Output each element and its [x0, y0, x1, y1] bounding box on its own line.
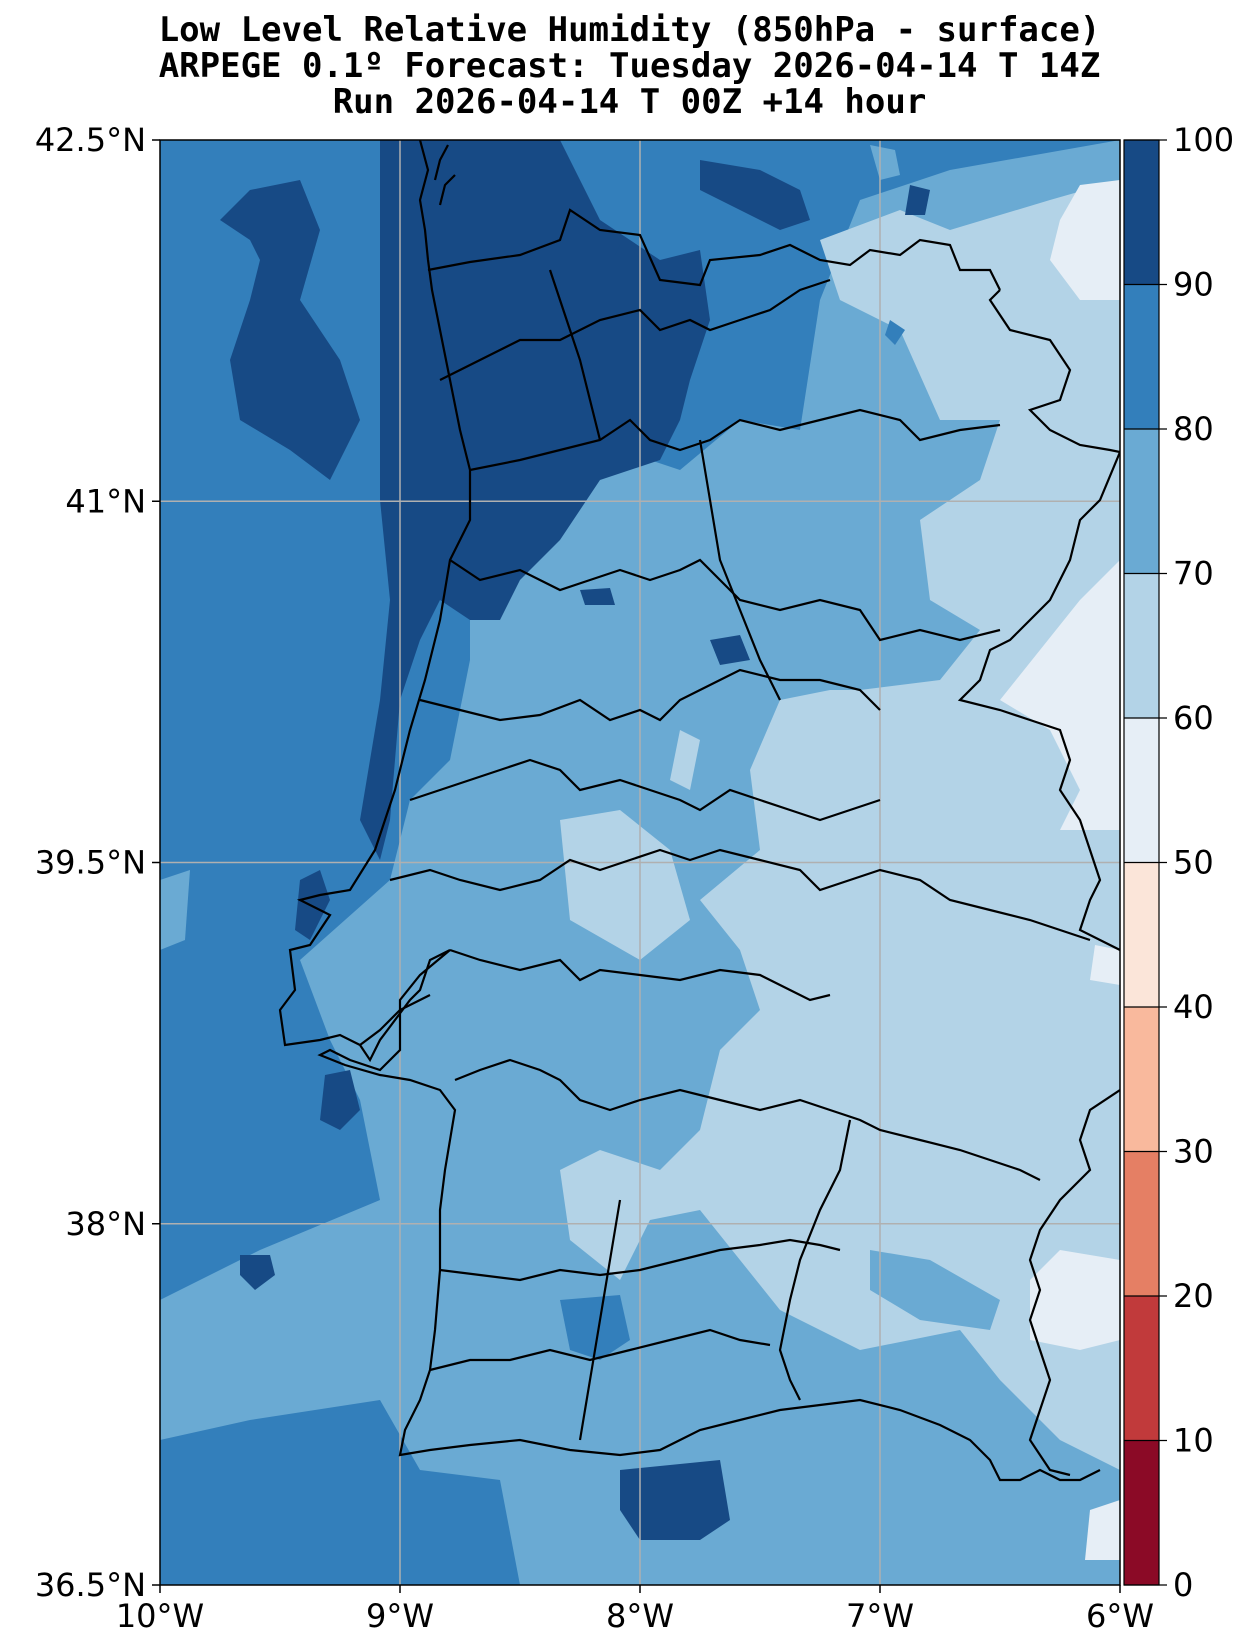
humidity-90-100-northeast-dot [905, 185, 930, 215]
district-border-11 [778, 1119, 852, 1401]
humidity-70-80-north-patch [870, 145, 900, 180]
lat-tick-label: 39.5°N [35, 844, 146, 882]
district-border-6 [389, 848, 1091, 942]
colorbar-tick-label: 50 [1173, 844, 1214, 882]
colorbar-swatch [1124, 429, 1159, 574]
border-spain-north [988, 289, 1120, 454]
colorbar-tick-label: 90 [1173, 266, 1214, 304]
map-gridlines [160, 140, 1120, 1585]
humidity-50-60-southeast-corner [1085, 1500, 1120, 1560]
title-line-2: ARPEGE 0.1º Forecast: Tuesday 2026-04-14… [158, 46, 1101, 86]
district-border-1 [439, 278, 831, 381]
humidity-90-100-small-patch [580, 588, 615, 605]
coastline [278, 140, 1101, 1482]
colorbar-swatch [1124, 862, 1159, 1007]
lat-tick-label: 41°N [65, 482, 146, 520]
district-border-10 [429, 1328, 771, 1372]
longitude-tick-labels: 10°W 9°W 8°W 7°W 6°W [116, 1585, 1154, 1635]
humidity-90-100-south-offshore [620, 1460, 730, 1540]
lat-tick-label: 38°N [65, 1205, 146, 1243]
humidity-70-80-southeast-patch [870, 1250, 1000, 1330]
lon-tick-label: 7°W [846, 1597, 914, 1635]
colorbar-tick-label: 20 [1173, 1277, 1214, 1315]
humidity-80-90-south-patch [560, 1295, 630, 1360]
colorbar-tick-label: 100 [1173, 121, 1234, 159]
humidity-90-100-peninsula-patch [295, 870, 330, 940]
district-border-9 [439, 1238, 841, 1282]
humidity-90-100-north-patch [700, 160, 810, 230]
colorbar-swatch [1124, 1151, 1159, 1296]
lon-tick-label: 6°W [1086, 1597, 1154, 1635]
humidity-90-100-coastal-band [360, 140, 710, 860]
colorbar-swatch [1124, 573, 1159, 718]
lon-tick-label: 8°W [606, 1597, 674, 1635]
border-spain-east [957, 451, 1120, 951]
coastline-rias [433, 144, 456, 206]
colorbar-swatch [1124, 284, 1159, 429]
lat-tick-label: 42.5°N [35, 121, 146, 159]
humidity-70-80-west-patch [160, 870, 190, 950]
humidity-90-100-setubal-patch [320, 1070, 360, 1130]
humidity-90-100-north-dot [600, 245, 620, 255]
colorbar-tick-label: 10 [1173, 1422, 1214, 1460]
humidity-90-100-inland-patch [710, 635, 750, 665]
colorbar-swatch [1124, 1440, 1159, 1585]
humidity-60-70-small-patch [670, 730, 700, 790]
colorbar-tick-label: 70 [1173, 555, 1214, 593]
district-border-5 [409, 758, 881, 822]
humidity-80-90-inland-dot [885, 320, 905, 345]
district-border-2 [469, 408, 1001, 472]
district-border-8 [454, 1058, 1041, 1181]
humidity-50-60-northeast [1050, 180, 1120, 300]
district-border-4 [419, 668, 881, 722]
district-border-14 [548, 269, 602, 441]
humidity-60-70-central-patch [560, 810, 690, 960]
humidity-90-100-ocean-dot [240, 1255, 275, 1290]
title-line-1: Low Level Relative Humidity (850hPa - su… [158, 10, 1101, 50]
lon-tick-label: 9°W [366, 1597, 434, 1635]
title-line-3: Run 2026-04-14 T 00Z +14 hour [332, 82, 927, 122]
latitude-tick-labels: 42.5°N 41°N 39.5°N 38°N 36.5°N [35, 121, 160, 1604]
humidity-50-60-east [1000, 560, 1120, 830]
map-title: Low Level Relative Humidity (850hPa - su… [0, 12, 1259, 120]
lon-tick-label: 10°W [116, 1597, 204, 1635]
humidity-50-60-east-patch [1090, 945, 1120, 985]
colorbar-swatch [1124, 140, 1159, 285]
humidity-50-60-southeast [1030, 1250, 1120, 1350]
tejo-estuary [359, 994, 431, 1046]
district-border-3 [449, 558, 1001, 642]
border-guadiana [1028, 1089, 1120, 1477]
district-border-7 [449, 948, 831, 1002]
humidity-60-70-area [560, 180, 1120, 1470]
colorbar-swatch [1124, 1007, 1159, 1152]
colorbar-tick-label: 60 [1173, 699, 1214, 737]
colorbar-swatch [1124, 718, 1159, 863]
colorbar-tick-label: 40 [1173, 988, 1214, 1026]
colorbar-tick-label: 80 [1173, 410, 1214, 448]
border-minho [427, 208, 1001, 291]
colorbar-tick-label: 30 [1173, 1133, 1214, 1171]
lat-tick-label: 36.5°N [35, 1566, 146, 1604]
district-border-13 [698, 439, 781, 701]
district-border-12 [578, 1199, 622, 1441]
humidity-90-100-offshore-west [220, 180, 360, 480]
colorbar-swatch [1124, 1296, 1159, 1441]
coastline-and-borders [278, 140, 1120, 1482]
colorbar-tick-label: 0 [1173, 1566, 1193, 1604]
